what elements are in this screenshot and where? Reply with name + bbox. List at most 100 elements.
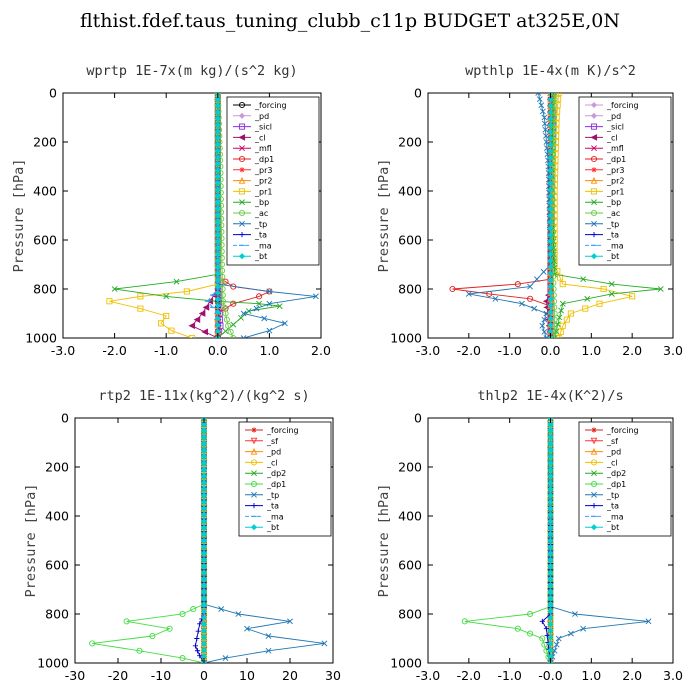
- data-point-dp1: [190, 606, 197, 613]
- data-point-bt: [214, 193, 221, 200]
- legend-label: _bp: [254, 198, 269, 207]
- data-point-bt: [547, 115, 554, 122]
- x-tick-label: -2.0: [102, 343, 126, 358]
- data-point-ac: [221, 304, 228, 311]
- data-point-tp: [312, 293, 319, 300]
- data-point-bt: [214, 276, 221, 283]
- legend-label: _pr2: [606, 177, 624, 186]
- data-point-pr1: [600, 285, 607, 293]
- data-point-bt: [200, 647, 208, 654]
- legend-swatch-marker: [591, 220, 597, 227]
- data-point-tp: [265, 647, 272, 654]
- data-point-bt: [200, 518, 208, 525]
- data-point-bt: [547, 148, 554, 155]
- data-point-bp: [554, 321, 561, 328]
- legend-swatch-marker: [250, 524, 258, 531]
- data-point-bt: [547, 434, 554, 441]
- series-group: [106, 93, 319, 338]
- data-point-cl: [202, 304, 210, 311]
- legend: _forcing _pd _sicl_cl _mfl _dp1 _pr3 _pr2_pr1 _…: [578, 96, 672, 266]
- data-point-dp1: [123, 618, 130, 625]
- data-point-bt: [200, 479, 208, 486]
- data-point-bt: [214, 199, 221, 206]
- data-point-bt: [214, 148, 221, 155]
- data-point-dp1: [149, 633, 156, 640]
- data-point-bt: [547, 264, 554, 271]
- y-tick-label: 800: [398, 282, 422, 297]
- legend-swatch-marker: [590, 480, 598, 488]
- data-point-bt: [200, 621, 208, 628]
- chart-panel-1: -3.0 -2.0 -1.0 0.0 1.0 2.0 0 200 400 600 800 1000 wp…: [11, 63, 331, 358]
- data-point-bt: [547, 576, 554, 583]
- legend-label: _mfl: [254, 144, 272, 153]
- data-point-tp: [541, 120, 548, 127]
- legend-label: _ma: [266, 512, 284, 521]
- legend-swatch-marker: [250, 480, 258, 488]
- data-point-bt: [200, 543, 208, 550]
- x-tick-label: -10: [151, 668, 171, 683]
- data-point-dp1: [179, 655, 186, 662]
- data-point-ta: [544, 632, 550, 639]
- x-tick-label: 2.0: [622, 343, 642, 358]
- data-point-bt: [200, 473, 208, 480]
- legend-label: _sf: [266, 437, 278, 446]
- legend-label: _forcing: [606, 426, 639, 435]
- y-tick-label: 800: [398, 607, 422, 622]
- data-point-bt: [200, 601, 208, 608]
- legend-swatch-marker: [251, 470, 257, 477]
- data-point-bp: [276, 303, 283, 310]
- data-point-tp: [572, 611, 578, 617]
- data-point-bt: [547, 251, 554, 258]
- data-point-ta: [195, 628, 201, 634]
- data-point-pr1: [559, 281, 566, 288]
- data-point-tp: [538, 102, 545, 109]
- data-point-bt: [214, 109, 221, 116]
- data-point-pr1: [582, 305, 589, 312]
- data-point-bt: [547, 218, 554, 225]
- data-point-dp1: [256, 293, 263, 300]
- data-point-bt: [214, 167, 221, 174]
- data-point-bt: [214, 154, 221, 161]
- legend-swatch-marker: [251, 427, 257, 433]
- data-point-bt: [214, 206, 221, 213]
- data-point-bt: [547, 440, 554, 447]
- data-point-bp: [256, 300, 262, 307]
- data-point-dp1: [527, 630, 534, 637]
- legend-label: _tp: [606, 220, 619, 229]
- data-point-bt: [547, 498, 554, 505]
- data-point-bp: [580, 276, 587, 283]
- data-point-ac: [222, 310, 229, 317]
- series-group: [89, 418, 328, 663]
- legend-swatch-marker: [590, 437, 598, 445]
- data-point-bp: [559, 300, 566, 307]
- data-point-bt: [214, 128, 221, 135]
- x-tick-label: -3.0: [416, 668, 440, 683]
- data-point-bt: [200, 447, 208, 454]
- data-point-bp: [608, 281, 615, 288]
- y-tick-label: 200: [398, 135, 422, 150]
- legend-swatch-marker: [591, 232, 597, 238]
- legend-swatch-marker: [591, 470, 597, 477]
- x-tick-label: 1.0: [581, 668, 601, 683]
- data-point-tp: [214, 93, 221, 96]
- legend-label: _forcing: [254, 101, 287, 110]
- legend-swatch-marker: [251, 491, 257, 498]
- legend: _forcing _sf _pd_cl _dp2 _dp1 _tp _ta_ma _bt: [578, 421, 672, 537]
- data-point-tp: [553, 641, 560, 648]
- legend-swatch-marker: [239, 167, 245, 173]
- chart-panel-3: -30 -20 -10 0 10 20 30 0 200 400 600 800 1000 rtp2 1E…: [23, 388, 341, 683]
- legend: _forcing _sf _pd_cl _dp2 _dp1 _tp _ta_ma _bt: [238, 421, 332, 537]
- y-tick-label: 600: [33, 233, 57, 248]
- data-point-cl: [188, 322, 196, 330]
- data-point-bt: [547, 556, 554, 563]
- data-point-tp: [542, 126, 549, 133]
- x-tick-label: 0.0: [208, 343, 228, 358]
- data-point-pr1: [554, 108, 561, 115]
- data-point-ta: [197, 653, 203, 659]
- data-point-bt: [547, 283, 554, 290]
- legend-swatch-marker: [238, 123, 246, 130]
- data-point-bt: [547, 276, 554, 283]
- data-point-bt: [200, 595, 208, 602]
- data-point-bt: [547, 479, 554, 486]
- data-point-bt: [214, 225, 221, 232]
